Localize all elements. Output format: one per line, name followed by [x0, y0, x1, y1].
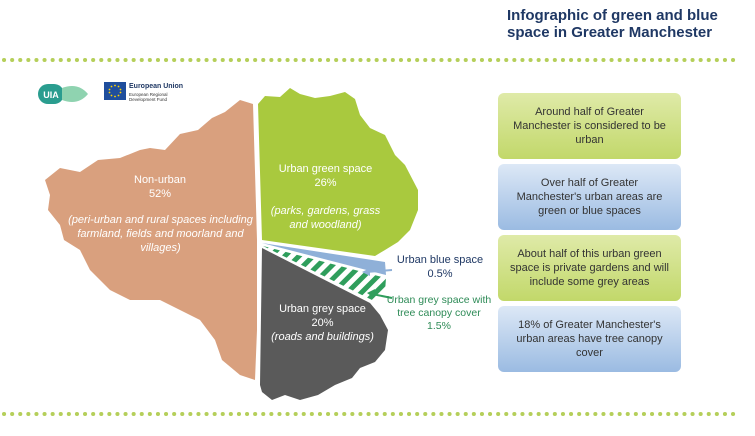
- urban-green-label: Urban green space 26%: [268, 162, 383, 190]
- region-grey-canopy: [263, 246, 386, 300]
- urban-grey-detail: (roads and buildings): [271, 331, 374, 343]
- non-urban-label: Non-urban 52%: [90, 173, 230, 201]
- fact-box-urban-share: Around half of Greater Manchester is con…: [498, 93, 681, 159]
- blue-pointer-line: [365, 269, 393, 273]
- blue-pointer-arrow-icon: [362, 268, 370, 276]
- fact-box-private-gardens: About half of this urban green space is …: [498, 235, 681, 301]
- canopy-pointer-line: [371, 293, 393, 299]
- eu-fund: European Regional Development Fund: [129, 92, 168, 102]
- urban-blue-name: Urban blue space: [396, 254, 484, 266]
- urban-green-detail: (parks, gardens, grass and woodland): [270, 205, 381, 231]
- eu-title: European Union: [129, 83, 184, 90]
- urban-blue-label: Urban blue space 0.5%: [390, 253, 490, 281]
- urban-grey-label: Urban grey space 20% (roads and building…: [265, 302, 380, 344]
- dotted-divider-top: [2, 58, 742, 62]
- region-non-urban: [45, 100, 257, 380]
- uia-logo: UIA: [38, 80, 96, 108]
- urban-green-name: Urban green space: [278, 163, 373, 175]
- urban-grey-name: Urban grey space: [279, 303, 366, 315]
- eu-logo: European Union European Regional Develop…: [104, 82, 183, 106]
- grey-canopy-percent: 1.5%: [427, 320, 451, 332]
- non-urban-detail: (peri-urban and rural spaces including f…: [68, 214, 253, 254]
- uia-logo-text: UIA: [43, 90, 59, 100]
- urban-blue-percent: 0.5%: [427, 268, 453, 280]
- non-urban-percent: 52%: [148, 188, 172, 200]
- dotted-divider-bottom: [2, 412, 742, 416]
- non-urban-name: Non-urban: [134, 174, 186, 186]
- grey-canopy-label: Urban grey space with tree canopy cover …: [380, 294, 498, 333]
- urban-green-percent: 26%: [314, 177, 337, 189]
- region-urban-green: [258, 88, 418, 256]
- region-urban-blue: [262, 243, 386, 275]
- grey-canopy-name: Urban grey space with tree canopy cover: [386, 294, 492, 319]
- fact-box-tree-canopy: 18% of Greater Manchester's urban areas …: [498, 306, 681, 372]
- canopy-pointer-arrow-icon: [367, 289, 375, 298]
- region-urban-grey: [260, 248, 388, 400]
- eu-flag-icon: [104, 82, 126, 100]
- urban-grey-percent: 20%: [311, 317, 334, 329]
- fact-box-green-blue-share: Over half of Greater Manchester's urban …: [498, 164, 681, 230]
- page-title: Infographic of green and blue space in G…: [507, 7, 718, 41]
